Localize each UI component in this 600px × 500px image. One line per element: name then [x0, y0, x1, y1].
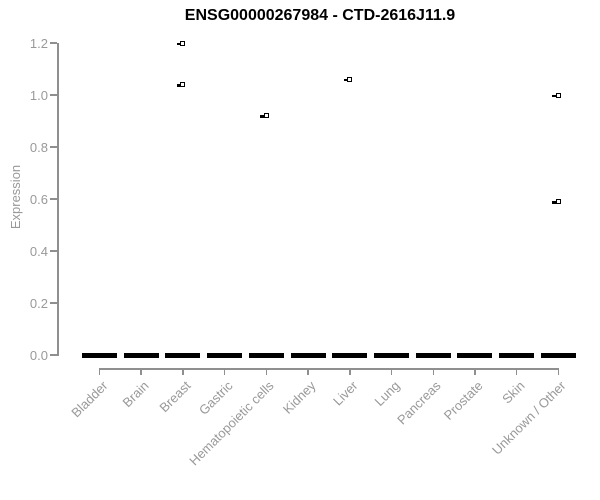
y-tick	[50, 94, 57, 96]
x-tick	[349, 368, 351, 375]
outlier-dash	[176, 84, 181, 87]
boxplot-box	[332, 352, 368, 358]
x-tick	[307, 368, 309, 375]
outlier-dash	[552, 94, 556, 97]
x-tick	[432, 368, 434, 375]
boxplot-box	[248, 352, 284, 358]
x-axis-line	[99, 368, 559, 370]
y-axis-line	[57, 43, 59, 356]
boxplot-box	[374, 352, 410, 358]
outlier-dash	[176, 42, 181, 45]
boxplot-box	[207, 352, 243, 358]
outlier-point	[343, 76, 353, 82]
x-tick	[140, 368, 142, 375]
y-tick-label: 0.2	[29, 295, 48, 311]
x-tick	[515, 368, 518, 375]
outlier-point	[176, 40, 186, 46]
x-tick	[223, 368, 226, 375]
boxplot-box	[82, 352, 117, 358]
outlier-dash	[343, 78, 348, 82]
y-tick-label: 1.0	[29, 87, 48, 103]
boxplot-box	[415, 352, 451, 358]
outlier-dash	[260, 115, 264, 118]
boxplot-box	[123, 352, 159, 358]
x-tick	[182, 368, 184, 375]
y-tick-label: 0.6	[29, 191, 48, 207]
x-tick	[98, 368, 101, 375]
y-tick	[50, 146, 57, 148]
y-tick	[50, 354, 57, 356]
boxplot-box	[165, 352, 201, 358]
y-tick	[50, 42, 57, 44]
outlier-point	[260, 113, 269, 119]
outlier-point	[176, 82, 186, 88]
outlier-point	[552, 92, 561, 98]
boxplot-box	[290, 352, 326, 358]
outlier-point	[552, 199, 561, 205]
y-tick-label: 0.4	[29, 243, 48, 259]
boxplot-box	[457, 352, 493, 358]
x-tick	[474, 368, 476, 375]
y-tick	[50, 198, 57, 200]
x-tick	[390, 368, 393, 375]
y-tick-label: 0.0	[29, 347, 48, 363]
x-tick	[557, 368, 560, 375]
boxplot-box	[540, 352, 576, 358]
chart-title: ENSG00000267984 - CTD-2616J11.9	[184, 7, 456, 24]
y-tick-label: 0.8	[29, 139, 48, 155]
y-tick-label: 1.2	[29, 35, 48, 51]
x-tick	[265, 368, 268, 375]
boxplot-box	[499, 352, 535, 358]
y-tick	[50, 302, 57, 304]
y-tick	[50, 250, 57, 252]
outlier-dash	[552, 201, 556, 204]
